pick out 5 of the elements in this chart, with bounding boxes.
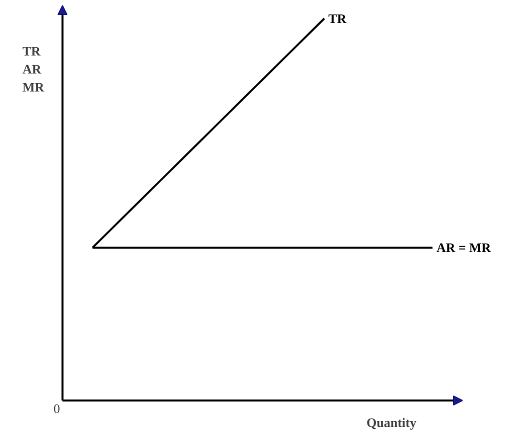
- y-axis-title: TR AR MR: [22, 44, 45, 94]
- text: 0: [54, 401, 60, 416]
- x-axis-title: Quantity: [366, 415, 417, 430]
- series-label: AR = MR: [436, 240, 492, 256]
- series-label: TR: [328, 10, 347, 26]
